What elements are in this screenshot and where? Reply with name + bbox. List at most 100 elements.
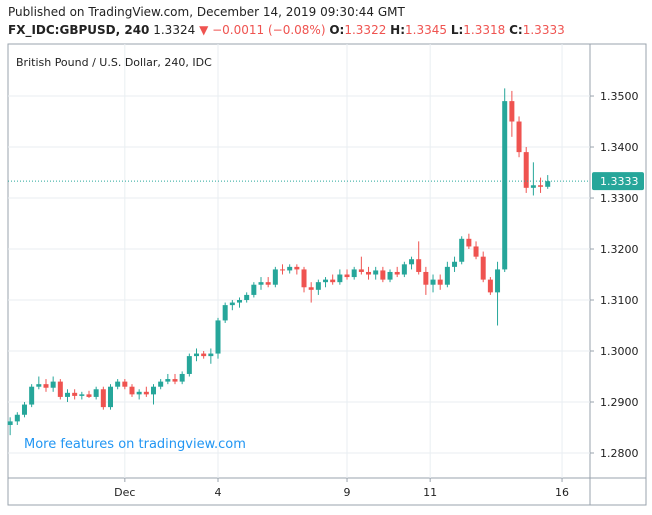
symbol: FX_IDC:GBPUSD, 240 [8,23,149,38]
candle-body [115,381,121,387]
y-tick-label: 1.3200 [600,243,639,256]
candle-body [294,266,300,270]
price-change: ▼ −0.0011 (−0.08%) [199,23,325,37]
candle-body [129,386,135,395]
candle-body [100,389,106,408]
candle-body [430,279,436,285]
candle-body [201,353,207,357]
candle-body [14,414,20,422]
ohlc-label: C: [509,23,523,37]
published-note: Published on TradingView.com, December 1… [8,5,405,19]
candle-body [466,238,472,247]
last-price: 1.3324 [153,23,195,37]
candle-body [315,282,321,290]
candle-body [459,238,465,262]
y-tick-label: 1.2900 [600,396,639,409]
candle-body [7,421,13,425]
candle-body [373,270,379,275]
candle-body [509,101,515,122]
candle-body [538,185,544,187]
candle-body [122,381,128,387]
candle-body [487,279,493,293]
candle-body [43,384,49,388]
candle-body [473,246,479,257]
candle-body [280,269,286,271]
candle-body [50,381,56,388]
x-tick-label: 16 [555,486,569,499]
candle-body [86,394,92,397]
candle-body [380,270,386,280]
candle-body [437,279,443,285]
x-tick-label: 11 [423,486,437,499]
ohlc-value: 1.3318 [463,23,505,37]
candle-body [29,386,35,405]
candle-body [394,271,400,275]
candle-body [79,394,85,396]
candle-body [258,282,264,285]
last-price-box [592,172,644,191]
ohlc-value: 1.3345 [405,23,447,37]
candle-body [337,274,343,283]
candle-body [423,271,429,285]
candle-body [287,266,293,271]
candle-body [351,269,357,278]
candle-body [516,121,522,153]
candle-body [72,392,78,396]
candle-body [222,305,228,321]
candle-body [21,404,27,415]
candle-body [251,284,257,295]
candle-body [186,356,192,374]
candle-body [107,386,113,408]
symbol-line: FX_IDC:GBPUSD, 240 1.3324 ▼ −0.0011 (−0.… [8,23,565,38]
candle-body [194,353,200,357]
candle-body [237,300,243,303]
candle-body [530,185,536,188]
ohlc-label: H: [390,23,405,37]
candle-body [57,381,63,397]
candle-body [495,269,501,293]
grid [8,44,590,478]
candle-body [416,259,422,272]
y-tick-label: 1.2800 [600,447,639,460]
candle-body [502,101,508,270]
last-price-label: 1.3333 [600,175,639,188]
candle-body [409,259,415,265]
candle-body [330,279,336,283]
candle-body [93,389,99,397]
candle-body [64,392,70,397]
candles [7,88,551,436]
candle-body [344,274,350,278]
candle-body [36,384,42,387]
candle-body [272,269,278,285]
candle-body [208,353,214,357]
watermark-link[interactable]: More features on tradingview.com [24,437,246,452]
candle-body [215,320,221,354]
ohlc-label: O: [329,23,344,37]
y-tick-label: 1.3400 [600,141,639,154]
candle-body [151,386,156,395]
candle-body [265,282,271,285]
chart-frame [7,43,647,506]
candle-body [545,181,551,187]
candle-body [523,152,529,188]
candle-body [323,279,329,283]
candle-body [358,269,364,272]
candle-body [444,266,450,285]
candle-body [165,379,171,382]
y-tick-label: 1.3000 [600,345,639,358]
y-tick-label: 1.3500 [600,90,639,103]
ohlc-value: 1.3322 [344,23,386,37]
candle-body [387,271,393,280]
candle-body [452,261,458,267]
candle-body [308,287,314,290]
x-tick-label: 4 [215,486,222,499]
chart-title: British Pound / U.S. Dollar, 240, IDC [16,56,212,69]
y-tick-label: 1.3100 [600,294,639,307]
candle-body [158,381,164,387]
ohlc-value: 1.3333 [523,23,565,37]
candle-body [480,256,486,280]
x-tick-label: 9 [344,486,351,499]
candle-body [143,391,149,395]
candle-body [172,379,178,382]
